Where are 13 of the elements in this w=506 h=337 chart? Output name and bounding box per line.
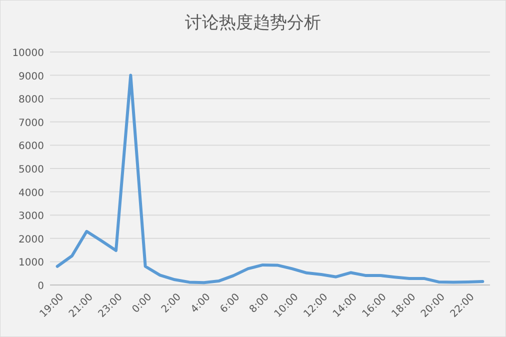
y-tick-label: 4000 xyxy=(18,188,44,199)
line-series xyxy=(56,74,484,284)
y-tick-label: 10000 xyxy=(12,48,44,59)
y-tick-label: 7000 xyxy=(18,118,44,129)
y-tick-label: 6000 xyxy=(18,141,44,152)
y-tick-label: 1000 xyxy=(18,258,44,269)
y-tick-label: 2000 xyxy=(18,234,44,246)
y-tick-label: 8000 xyxy=(18,94,44,106)
y-tick-label: 0 xyxy=(38,281,44,292)
y-tick-label: 9000 xyxy=(18,71,44,82)
y-tick-label: 3000 xyxy=(18,211,44,222)
chart-title: 讨论热度趋势分析 xyxy=(185,13,321,32)
y-tick-label: 5000 xyxy=(18,164,44,176)
